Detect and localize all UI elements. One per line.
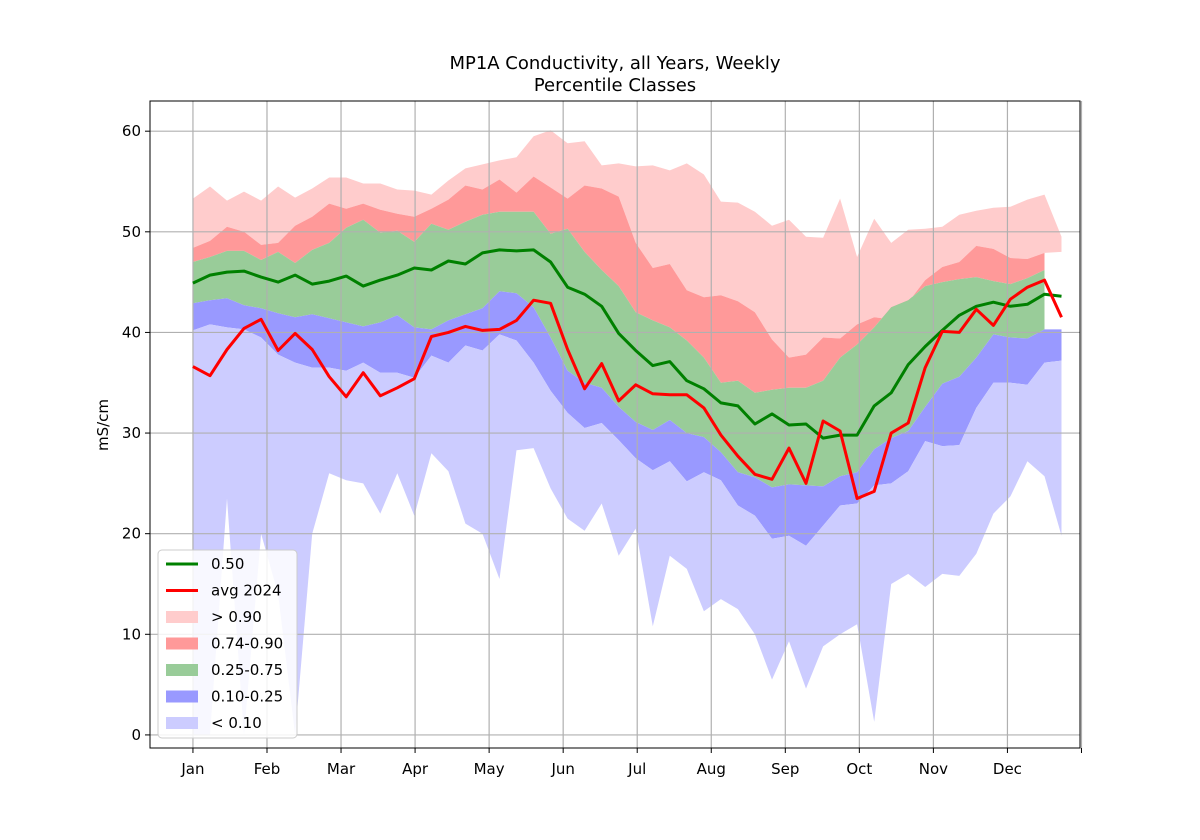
grid xyxy=(150,101,1083,748)
x-tick-label-9: Oct xyxy=(846,760,872,778)
band-1 xyxy=(192,176,1045,393)
series-line-0 xyxy=(192,248,1062,440)
y-tick-label-0: 0 xyxy=(131,726,141,744)
legend-label-3: 0.74-0.90 xyxy=(211,635,283,653)
x-tick-label-7: Aug xyxy=(697,760,726,778)
legend-label-2: > 0.90 xyxy=(211,608,262,626)
y-tick-label-1: 10 xyxy=(122,625,141,643)
legend-swatch-5 xyxy=(166,690,198,703)
legend-label-5: 0.10-0.25 xyxy=(211,688,283,706)
series-lines xyxy=(192,248,1063,500)
legend-swatch-6 xyxy=(166,717,198,729)
x-tick-label-5: Jun xyxy=(550,760,574,778)
percentile-bands xyxy=(192,130,1062,735)
x-tick-label-6: Jul xyxy=(627,760,646,778)
x-tick-label-10: Nov xyxy=(919,760,948,778)
legend-label-1: avg 2024 xyxy=(211,582,282,600)
x-tick-label-4: May xyxy=(474,760,505,778)
series-line-1 xyxy=(192,278,1063,500)
band-4 xyxy=(192,324,1062,735)
legend: 0.50 avg 2024 > 0.90 0.74-0.90 0.25-0.75 0.10… xyxy=(157,549,298,739)
band-3 xyxy=(192,291,1062,546)
y-axis: 0 10 20 30 40 50 60 xyxy=(122,122,150,744)
x-tick-label-3: Apr xyxy=(402,760,429,778)
y-tick-label-2: 20 xyxy=(122,525,141,543)
chart-title: MP1A Conductivity, all Years, Weekly xyxy=(449,53,780,74)
legend-label-0: 0.50 xyxy=(211,555,244,573)
y-tick-label-3: 30 xyxy=(122,424,141,442)
plot-frame xyxy=(149,100,1081,749)
x-axis: Jan Feb Mar Apr May Jun Jul Aug Sep Oct Nov Dec xyxy=(180,748,1082,778)
band-2 xyxy=(192,211,1045,488)
x-tick-label-2: Mar xyxy=(327,760,356,778)
y-tick-label-5: 50 xyxy=(122,223,141,241)
legend-label-4: 0.25-0.75 xyxy=(211,661,283,679)
x-tick-label-11: Dec xyxy=(993,760,1022,778)
legend-swatch-4 xyxy=(166,664,198,676)
y-tick-label-6: 60 xyxy=(122,122,141,140)
x-tick-label-0: Jan xyxy=(180,760,204,778)
legend-swatch-3 xyxy=(166,637,198,650)
x-tick-label-8: Sep xyxy=(771,760,799,778)
x-tick-label-1: Feb xyxy=(254,760,281,778)
legend-swatch-2 xyxy=(166,611,198,623)
band-0 xyxy=(192,130,1062,358)
plot-area xyxy=(149,100,1083,749)
y-tick-label-4: 40 xyxy=(122,323,141,341)
legend-label-6: < 0.10 xyxy=(211,714,262,732)
y-axis-label: mS/cm xyxy=(94,399,112,451)
chart-subtitle: Percentile Classes xyxy=(534,75,696,96)
